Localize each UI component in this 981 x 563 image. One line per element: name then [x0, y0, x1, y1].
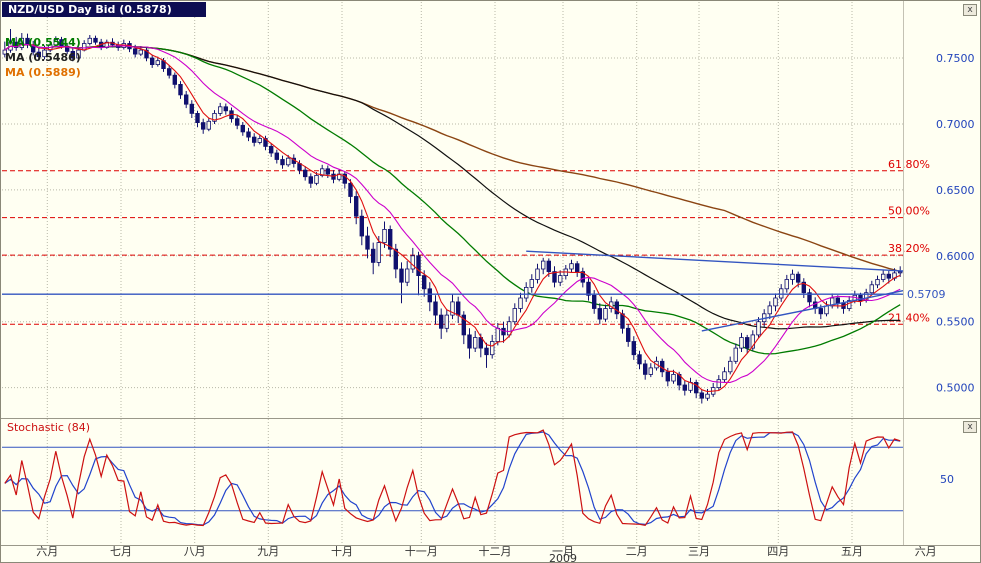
- svg-text:0.6000: 0.6000: [936, 250, 975, 263]
- price-line-label: 0.5709: [907, 288, 946, 301]
- fib-level-label: 61.80%: [888, 158, 930, 171]
- svg-text:二月: 二月: [626, 545, 648, 558]
- svg-text:十二月: 十二月: [479, 544, 512, 558]
- close-icon: x: [967, 422, 973, 432]
- fib-level-label: 21.40%: [888, 311, 930, 324]
- svg-text:五月: 五月: [841, 545, 863, 558]
- price-axis-labels: 0.7500 0.7000 0.6500 0.6000 0.5500 0.5000: [936, 52, 975, 395]
- svg-text:十一月: 十一月: [405, 544, 438, 558]
- svg-text:0.5000: 0.5000: [936, 382, 975, 395]
- month-labels: 六月 七月 八月 九月 十月 十一月 十二月 一月 二月 三月 四月 五月 六月 2009: [36, 544, 936, 563]
- svg-text:0.5500: 0.5500: [936, 316, 975, 329]
- svg-text:四月: 四月: [767, 545, 789, 558]
- svg-text:一月: 一月: [552, 545, 574, 558]
- stochastic-lines: [4, 429, 901, 527]
- stochastic-mid-label: 50: [940, 473, 954, 486]
- stochastic-label: Stochastic (84): [7, 421, 91, 434]
- chart-title-badge: NZD/USD Day Bid (0.5878): [2, 2, 206, 17]
- short-ma-lines: [4, 42, 901, 393]
- price-gridlines: [2, 57, 903, 389]
- svg-text:0.6500: 0.6500: [936, 184, 975, 197]
- fib-level-label: 38.20%: [888, 242, 930, 255]
- svg-text:六月: 六月: [915, 545, 937, 558]
- ma-label-green: MA (0.5544): [5, 36, 81, 49]
- close-icon: x: [967, 5, 973, 15]
- svg-text:0.7500: 0.7500: [936, 52, 975, 65]
- fibonacci-levels: 61.80% 50.00% 38.20% 21.40%: [2, 158, 930, 325]
- svg-text:七月: 七月: [110, 545, 132, 558]
- svg-text:六月: 六月: [36, 545, 58, 558]
- ma-label-orange: MA (0.5889): [5, 66, 81, 79]
- trendlines[interactable]: [526, 250, 904, 332]
- svg-text:0.7000: 0.7000: [936, 118, 975, 131]
- month-gridlines: [46, 2, 853, 545]
- svg-text:三月: 三月: [688, 545, 710, 558]
- svg-text:八月: 八月: [184, 545, 206, 558]
- close-main-panel-button[interactable]: x: [963, 4, 977, 16]
- close-stochastic-panel-button[interactable]: x: [963, 421, 977, 433]
- chart-title: NZD/USD Day Bid (0.5878): [8, 3, 172, 16]
- svg-text:十月: 十月: [331, 544, 353, 558]
- ma-label-black: MA (0.5486): [5, 51, 81, 64]
- svg-text:九月: 九月: [257, 545, 279, 558]
- fib-level-label: 50.00%: [888, 205, 930, 218]
- year-label: 2009: [549, 552, 577, 563]
